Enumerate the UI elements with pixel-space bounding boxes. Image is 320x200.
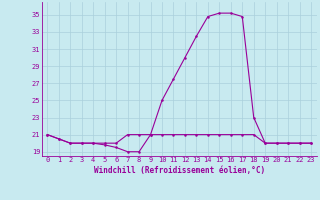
X-axis label: Windchill (Refroidissement éolien,°C): Windchill (Refroidissement éolien,°C): [94, 166, 265, 175]
